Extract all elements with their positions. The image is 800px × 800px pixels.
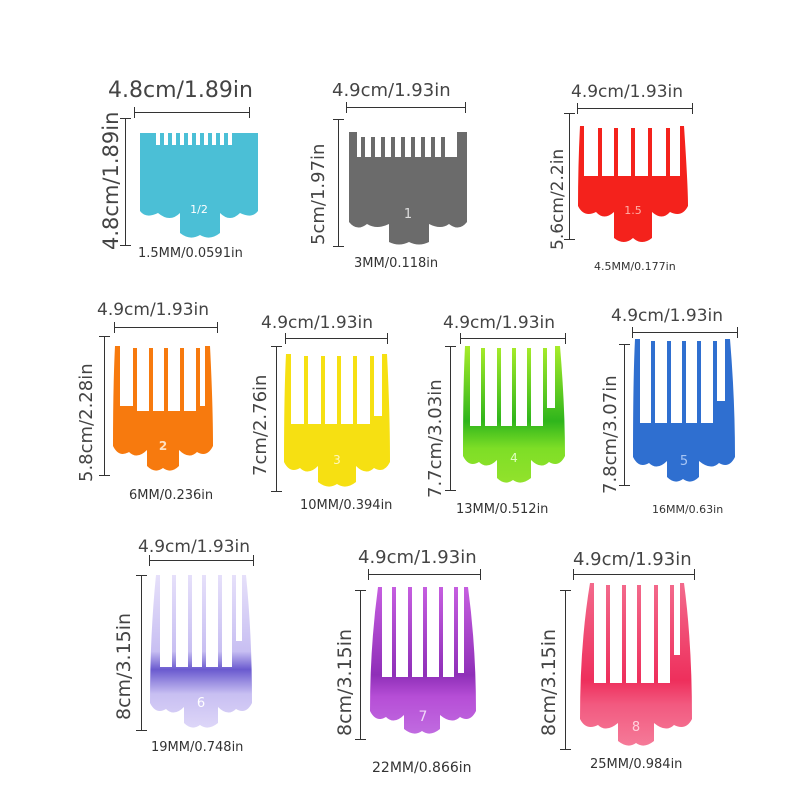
width-label: 4.9cm/1.93in bbox=[138, 537, 251, 557]
cut-length-label: 19MM/0.748in bbox=[151, 740, 244, 755]
width-label: 4.9cm/1.93in bbox=[261, 313, 374, 333]
comb-guard-icon: 5 bbox=[633, 339, 735, 482]
height-label: 7.7cm/3.03in bbox=[425, 379, 446, 498]
height-label: 5.8cm/2.28in bbox=[76, 363, 97, 482]
comb-guard-icon: 6 bbox=[150, 575, 252, 728]
comb-guard-icon: 7 bbox=[370, 587, 476, 734]
width-dimension-line bbox=[573, 569, 695, 580]
comb-guard-icon: 1/2 bbox=[140, 133, 258, 238]
width-label: 4.8cm/1.89in bbox=[108, 78, 253, 103]
width-label: 4.9cm/1.93in bbox=[97, 300, 210, 320]
svg-text:8: 8 bbox=[632, 720, 640, 735]
height-label: 4.8cm/1.89in bbox=[99, 111, 123, 250]
cut-length-label: 10MM/0.394in bbox=[300, 498, 393, 513]
comb-guard-icon: 3 bbox=[284, 354, 390, 487]
cut-length-label: 4.5MM/0.177in bbox=[594, 260, 676, 273]
comb-guard-icon: 1.5 bbox=[578, 126, 688, 242]
cut-length-label: 22MM/0.866in bbox=[372, 760, 472, 776]
svg-text:2: 2 bbox=[159, 439, 167, 453]
width-dimension-line bbox=[577, 103, 693, 114]
svg-text:6: 6 bbox=[197, 696, 205, 711]
height-label: 8cm/3.15in bbox=[113, 612, 135, 720]
cut-length-label: 1.5MM/0.0591in bbox=[138, 246, 243, 261]
width-dimension-line bbox=[460, 333, 566, 344]
height-label: 8cm/3.15in bbox=[538, 628, 560, 736]
height-dimension-line bbox=[355, 590, 366, 740]
height-label: 7.8cm/3.07in bbox=[600, 375, 621, 494]
cut-length-label: 13MM/0.512in bbox=[456, 502, 549, 517]
width-dimension-line bbox=[149, 555, 254, 566]
height-dimension-line bbox=[445, 346, 456, 491]
width-dimension-line bbox=[285, 333, 388, 344]
svg-text:1/2: 1/2 bbox=[190, 203, 208, 216]
height-dimension-line bbox=[560, 590, 571, 750]
height-dimension-line bbox=[271, 346, 282, 492]
height-label: 5cm/1.97in bbox=[308, 143, 329, 245]
width-dimension-line bbox=[632, 327, 738, 338]
comb-guard-icon: 2 bbox=[113, 346, 213, 471]
width-dimension-line bbox=[134, 107, 250, 118]
svg-text:5: 5 bbox=[680, 454, 688, 469]
height-dimension-line bbox=[136, 575, 147, 731]
svg-text:1.5: 1.5 bbox=[624, 204, 642, 217]
height-dimension-line bbox=[333, 119, 344, 247]
height-dimension-line bbox=[564, 113, 575, 240]
svg-text:3: 3 bbox=[333, 453, 341, 467]
width-dimension-line bbox=[114, 322, 218, 333]
comb-guard-icon: 1 bbox=[349, 132, 467, 245]
width-label: 4.9cm/1.93in bbox=[358, 547, 477, 568]
cut-length-label: 16MM/0.63in bbox=[652, 503, 724, 516]
svg-text:1: 1 bbox=[404, 207, 412, 222]
comb-guard-icon: 4 bbox=[463, 346, 565, 483]
height-label: 5.6cm/2.2in bbox=[548, 148, 568, 250]
width-label: 4.9cm/1.93in bbox=[611, 306, 724, 326]
height-label: 8cm/3.15in bbox=[334, 628, 356, 736]
height-dimension-line bbox=[619, 344, 630, 486]
svg-text:4: 4 bbox=[510, 451, 518, 465]
width-dimension-line bbox=[346, 102, 466, 113]
width-label: 4.9cm/1.93in bbox=[443, 313, 556, 333]
width-dimension-line bbox=[368, 569, 481, 580]
cut-length-label: 3MM/0.118in bbox=[354, 256, 439, 271]
height-label: 7cm/2.76in bbox=[250, 374, 271, 476]
cut-length-label: 6MM/0.236in bbox=[129, 488, 214, 503]
svg-text:7: 7 bbox=[419, 709, 428, 725]
cut-length-label: 25MM/0.984in bbox=[590, 757, 683, 772]
height-dimension-line bbox=[99, 336, 110, 476]
width-label: 4.9cm/1.93in bbox=[573, 549, 692, 570]
height-dimension-line bbox=[120, 118, 131, 246]
comb-guard-icon: 8 bbox=[580, 583, 692, 746]
width-label: 4.9cm/1.93in bbox=[571, 82, 684, 102]
width-label: 4.9cm/1.93in bbox=[332, 80, 451, 101]
